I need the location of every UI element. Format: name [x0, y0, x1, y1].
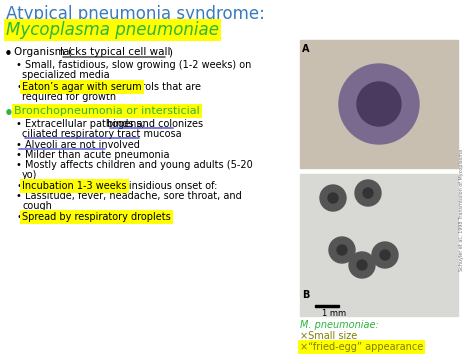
Text: binds and colonizes: binds and colonizes [107, 119, 203, 129]
Text: required for growth: required for growth [22, 92, 116, 102]
Text: •: • [4, 106, 14, 121]
Text: specialized media: specialized media [22, 70, 109, 80]
Bar [300, 174, 458, 316]
Text: for sterols that are: for sterols that are [107, 82, 201, 92]
Text: A: A [302, 44, 310, 54]
Text: Schuyler et al., 1998 Transmission of Mycoplasma: Schuyler et al., 1998 Transmission of My… [459, 149, 465, 271]
Circle shape [329, 237, 355, 263]
Text: •: • [16, 82, 22, 92]
Text: • Milder than acute pneumonia: • Milder than acute pneumonia [16, 150, 170, 160]
Text: •: • [4, 47, 13, 62]
Circle shape [328, 193, 338, 203]
Text: Incubation 1-3 weeks: Incubation 1-3 weeks [22, 181, 127, 191]
Text: cough: cough [22, 201, 52, 211]
Text: ×Small size: ×Small size [300, 331, 357, 341]
Circle shape [357, 82, 401, 126]
Text: Mycoplasma pneumoniae: Mycoplasma pneumoniae [6, 21, 219, 39]
Text: ×“fried-egg” appearance: ×“fried-egg” appearance [300, 342, 423, 352]
Circle shape [339, 64, 419, 144]
Circle shape [363, 188, 373, 198]
Circle shape [357, 260, 367, 270]
Bar [300, 40, 458, 168]
Circle shape [355, 180, 381, 206]
Bar [315, 305, 339, 307]
Text: Organism (: Organism ( [14, 47, 72, 57]
Text: Spread by respiratory droplets: Spread by respiratory droplets [22, 212, 171, 222]
Text: ; then insidious onset of:: ; then insidious onset of: [97, 181, 218, 191]
Text: • Mostly affects children and young adults (5-20: • Mostly affects children and young adul… [16, 160, 253, 170]
Text: Bronchopneumonia or intersticial: Bronchopneumonia or intersticial [14, 106, 200, 116]
Text: 1 mm: 1 mm [322, 309, 346, 318]
Text: yo): yo) [22, 170, 37, 180]
Text: • Extracellular pathogens;: • Extracellular pathogens; [16, 119, 148, 129]
Text: Atypical pneumonia syndrome:: Atypical pneumonia syndrome: [6, 5, 265, 23]
Text: Eaton’s agar with serum: Eaton’s agar with serum [22, 82, 142, 92]
Text: B: B [302, 290, 310, 300]
Circle shape [372, 242, 398, 268]
Text: • Alveoli are not involved: • Alveoli are not involved [16, 140, 140, 150]
Circle shape [380, 250, 390, 260]
Circle shape [349, 252, 375, 278]
Text: M. pneumoniae:: M. pneumoniae: [300, 320, 379, 330]
Text: • Small, fastidious, slow growing (1-2 weeks) on: • Small, fastidious, slow growing (1-2 w… [16, 60, 251, 70]
Text: •: • [16, 181, 22, 191]
Circle shape [337, 245, 347, 255]
Text: ciliated respiratory tract mucosa: ciliated respiratory tract mucosa [22, 129, 182, 139]
Text: •: • [16, 212, 22, 222]
Text: • Lassitude, fever, headache, sore throat, and: • Lassitude, fever, headache, sore throa… [16, 191, 242, 201]
Circle shape [320, 185, 346, 211]
Text: ): ) [168, 47, 172, 57]
Text: lacks typical cell wall: lacks typical cell wall [60, 47, 171, 57]
